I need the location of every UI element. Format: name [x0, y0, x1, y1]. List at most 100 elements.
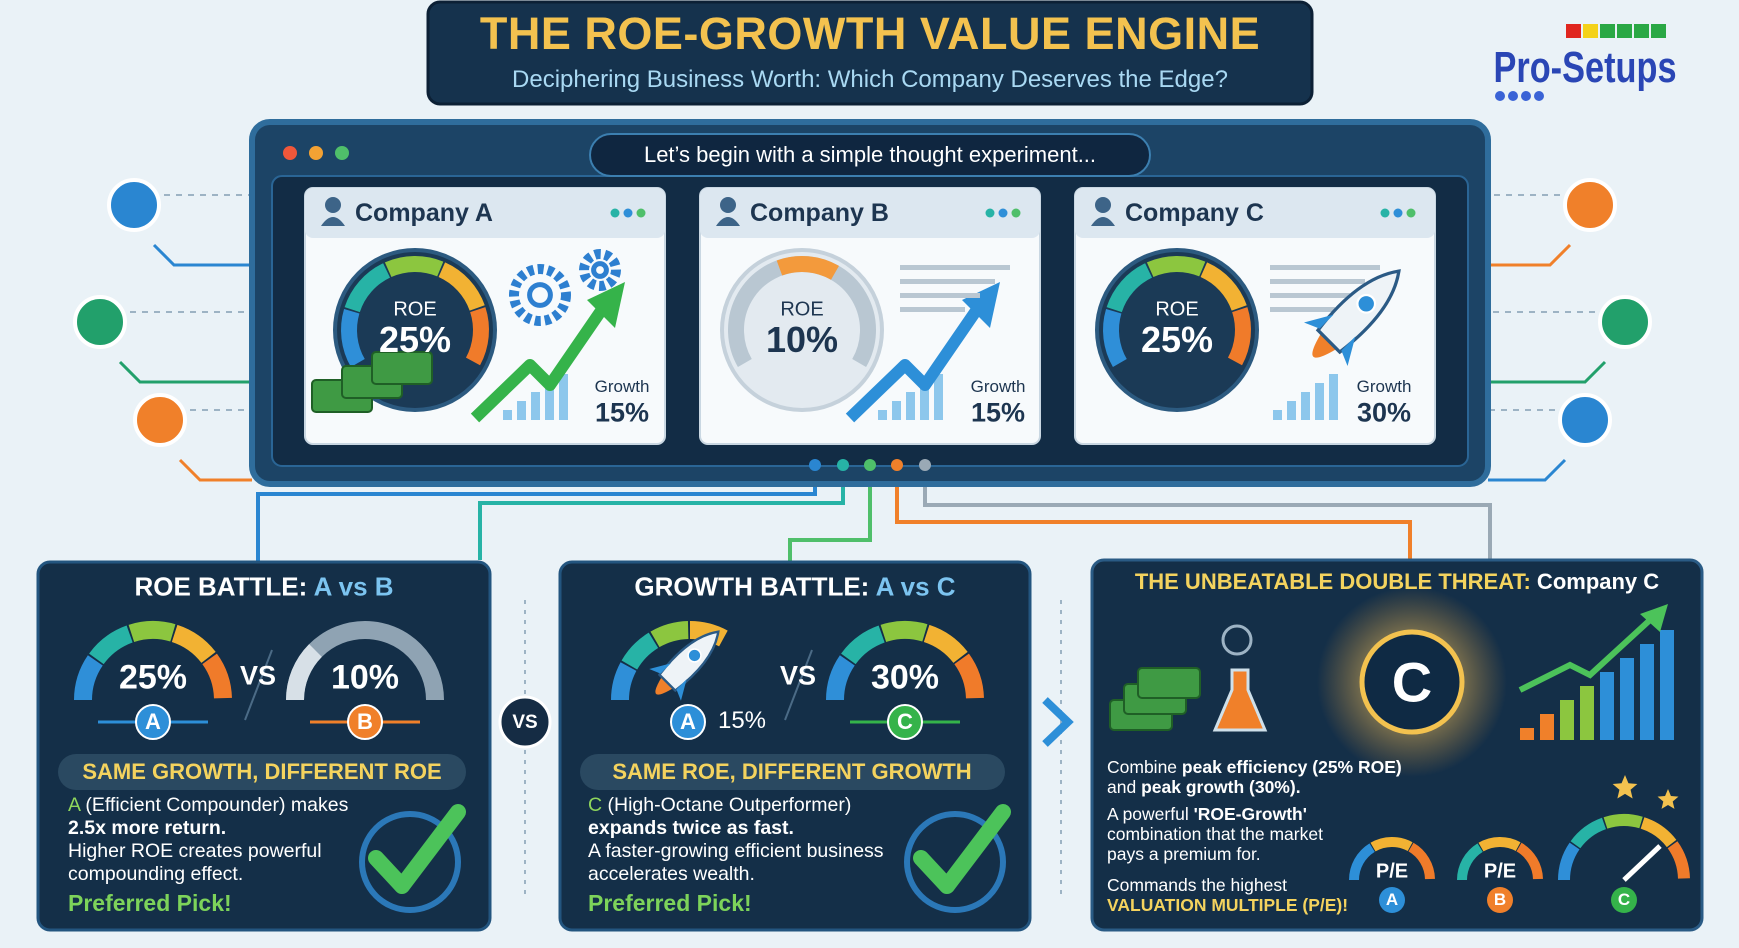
bar-icon — [517, 401, 526, 420]
growth-value: 15% — [970, 397, 1026, 428]
gauge-arc — [344, 263, 391, 313]
menu-dot — [1393, 208, 1403, 218]
menu-dot — [985, 208, 995, 218]
window-dot — [283, 146, 297, 160]
chart-bar — [1640, 644, 1654, 740]
emblem: C — [1391, 650, 1433, 714]
flask — [1212, 668, 1268, 732]
subtitle: Deciphering Business Worth: Which Compan… — [512, 66, 1228, 93]
gauge-arc — [1106, 263, 1153, 313]
slash — [784, 649, 813, 721]
gauge-arc — [171, 624, 216, 664]
banner: SAME GROWTH, DIFFERENT ROE — [82, 759, 442, 784]
port — [864, 459, 876, 471]
banner-bg — [580, 754, 1005, 790]
gauge-arc — [384, 256, 444, 278]
brand-bar — [1617, 24, 1632, 38]
money — [1137, 667, 1201, 699]
bold-text: 2.5x more return. — [68, 817, 227, 839]
chart-bar — [1600, 672, 1614, 740]
star — [1612, 775, 1638, 799]
badge: A — [145, 709, 161, 734]
text-line — [1270, 279, 1365, 284]
brand-dot — [1521, 91, 1531, 101]
title-text: ROE BATTLE: — [134, 571, 308, 602]
panel-title: THE UNBEATABLE DOUBLE THREAT: Company C — [1135, 569, 1659, 595]
description: Commands the highest VALUATION MULTIPLE (… — [1107, 875, 1427, 915]
gauge-arc — [1640, 817, 1677, 848]
bar-icon — [1315, 383, 1324, 420]
bar-icon — [1301, 392, 1310, 420]
gauge-arc — [202, 653, 232, 699]
gauge-arc — [1370, 837, 1413, 852]
person-icon — [1091, 217, 1115, 226]
caption-pill — [589, 133, 1151, 177]
bold-text: peak efficiency (25% ROE) — [1181, 757, 1402, 777]
gauge-arc — [286, 644, 323, 701]
text-line — [1270, 265, 1380, 270]
pe-label: P/E — [1375, 860, 1409, 883]
trace — [1488, 360, 1607, 384]
bar-icon — [1287, 401, 1296, 420]
slash — [244, 649, 273, 721]
chart-bar — [1660, 630, 1674, 740]
port — [919, 459, 931, 471]
brand-bar — [1634, 24, 1649, 38]
brand-bar — [1566, 24, 1581, 38]
port — [891, 459, 903, 471]
person-icon — [1095, 197, 1111, 213]
title-text: THE UNBEATABLE DOUBLE THREAT: — [1134, 569, 1531, 594]
bar-icon — [503, 410, 512, 420]
side-icon — [1563, 178, 1617, 232]
arrow-head — [587, 282, 625, 328]
chevron — [1042, 697, 1074, 747]
badge-circle — [135, 704, 171, 740]
rocket-window — [1356, 293, 1377, 314]
gauge-arc — [1516, 842, 1543, 880]
badge-circle — [670, 704, 706, 740]
gauge-arc — [1457, 843, 1483, 881]
text-line — [1270, 307, 1335, 312]
badge-circle — [1611, 887, 1637, 913]
badge-circle — [887, 704, 923, 740]
gauge-arc — [1478, 837, 1521, 852]
text: Combine — [1107, 757, 1178, 777]
growth-label: Growth — [594, 377, 650, 396]
chart-bar — [1580, 686, 1594, 740]
gauge-value: 10% — [330, 658, 400, 697]
title-box — [426, 0, 1314, 106]
gauge-arc — [1667, 841, 1690, 879]
bar-icon — [920, 383, 929, 420]
menu-dot — [623, 208, 633, 218]
gauge-arc — [880, 621, 928, 643]
company-name: Company B — [750, 199, 889, 227]
title-emph: A vs C — [875, 571, 956, 602]
gauge-arc — [128, 621, 176, 643]
gauge-arc — [1558, 842, 1580, 881]
card-header — [305, 188, 665, 238]
menu-dot — [636, 208, 646, 218]
side-icon — [133, 393, 187, 447]
check-ring — [359, 811, 461, 913]
panel-title: GROWTH BATTLE: A vs C — [634, 572, 955, 603]
check — [368, 804, 466, 894]
badge-circle — [1487, 887, 1513, 913]
company-name: Company A — [355, 199, 493, 227]
rocket-flame — [1312, 333, 1337, 358]
text-line — [900, 279, 995, 284]
gauge-arc — [465, 307, 489, 366]
gauge-arc — [1408, 842, 1435, 880]
gauge-face — [720, 248, 884, 412]
gauge-arc — [74, 655, 103, 701]
chart-bar — [1560, 700, 1574, 740]
window-dot — [335, 146, 349, 160]
rocket-body — [657, 630, 720, 693]
bar-icon — [559, 374, 568, 420]
star — [1657, 789, 1679, 809]
gauge-arc — [1349, 843, 1375, 881]
gear-hub — [591, 261, 609, 279]
company-name: Company C — [1125, 199, 1264, 227]
rocket-body — [1315, 269, 1401, 355]
growth-arrow — [470, 301, 610, 423]
